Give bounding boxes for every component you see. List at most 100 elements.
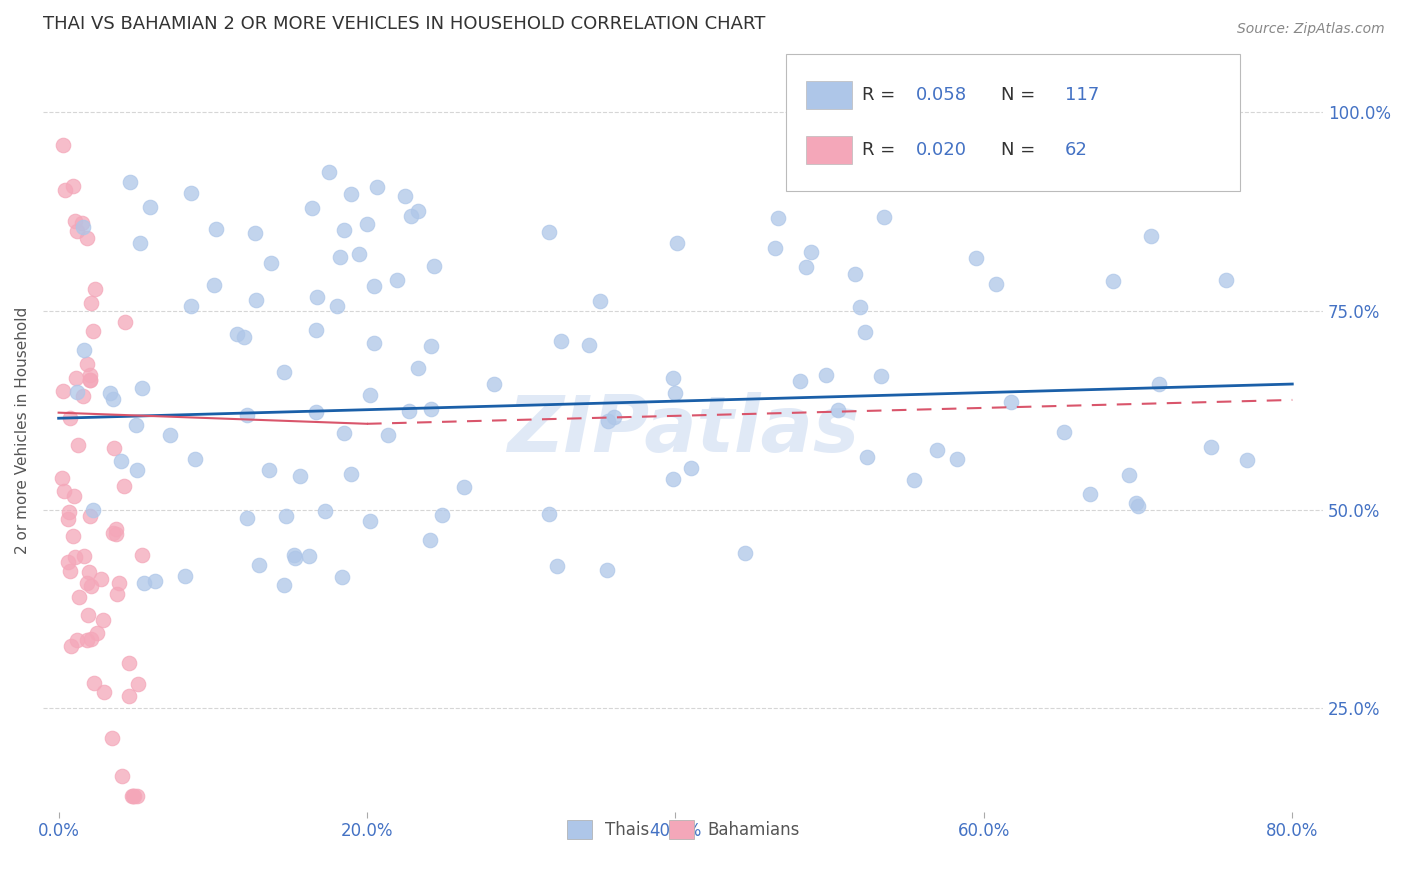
- Point: [363, 278, 385, 293]
- Point: [79, 373, 101, 387]
- Point: [284, 551, 307, 566]
- Point: [273, 365, 295, 379]
- Point: [359, 514, 381, 528]
- Point: [596, 563, 619, 577]
- Point: [870, 368, 893, 383]
- Point: [827, 402, 849, 417]
- Point: [77, 608, 100, 623]
- Point: [1053, 425, 1076, 439]
- Point: [118, 690, 141, 704]
- Y-axis label: 2 or more Vehicles in Household: 2 or more Vehicles in Household: [15, 307, 30, 554]
- Text: Source: ZipAtlas.com: Source: ZipAtlas.com: [1237, 22, 1385, 37]
- Point: [79, 368, 101, 382]
- Point: [419, 533, 441, 547]
- Point: [734, 545, 756, 559]
- Point: [103, 442, 125, 456]
- Point: [276, 509, 298, 524]
- Point: [82, 324, 104, 338]
- Point: [318, 165, 340, 179]
- Point: [225, 327, 247, 342]
- Point: [662, 371, 685, 385]
- Point: [1199, 441, 1222, 455]
- Point: [537, 225, 560, 239]
- Point: [180, 186, 202, 201]
- Point: [330, 570, 353, 584]
- Text: 62: 62: [1064, 141, 1087, 159]
- Point: [143, 574, 166, 588]
- Point: [377, 427, 399, 442]
- FancyBboxPatch shape: [806, 81, 852, 109]
- Point: [766, 211, 789, 225]
- Point: [537, 508, 560, 522]
- Point: [1102, 274, 1125, 288]
- Point: [260, 256, 283, 270]
- Point: [325, 299, 347, 313]
- Point: [65, 371, 87, 385]
- Point: [789, 374, 811, 388]
- Point: [794, 260, 817, 275]
- Point: [98, 385, 121, 400]
- Point: [245, 227, 267, 241]
- Legend: Thais, Bahamians: Thais, Bahamians: [560, 813, 807, 846]
- Point: [63, 213, 86, 227]
- Point: [815, 368, 838, 383]
- Point: [305, 323, 328, 337]
- Point: [121, 789, 143, 803]
- Point: [283, 548, 305, 562]
- Point: [63, 490, 86, 504]
- Point: [58, 505, 80, 519]
- Point: [398, 404, 420, 418]
- Point: [679, 460, 702, 475]
- Point: [1140, 229, 1163, 244]
- Point: [59, 640, 82, 654]
- Point: [288, 469, 311, 483]
- Point: [93, 613, 115, 627]
- Text: ZIPatlas: ZIPatlas: [508, 392, 859, 468]
- Point: [546, 559, 568, 574]
- Point: [73, 549, 96, 563]
- Point: [76, 576, 98, 591]
- Point: [305, 290, 328, 304]
- Point: [1078, 487, 1101, 501]
- Point: [347, 247, 370, 261]
- Point: [125, 417, 148, 432]
- Point: [82, 503, 104, 517]
- Point: [58, 555, 80, 569]
- Point: [70, 216, 93, 230]
- Point: [385, 272, 408, 286]
- Point: [596, 414, 619, 428]
- Point: [856, 450, 879, 464]
- Point: [118, 175, 141, 189]
- Point: [105, 527, 128, 541]
- Point: [108, 575, 131, 590]
- Point: [903, 473, 925, 487]
- Text: THAI VS BAHAMIAN 2 OR MORE VEHICLES IN HOUSEHOLD CORRELATION CHART: THAI VS BAHAMIAN 2 OR MORE VEHICLES IN H…: [44, 15, 766, 33]
- Point: [359, 387, 381, 401]
- Point: [104, 522, 127, 536]
- Point: [872, 210, 894, 224]
- Point: [332, 223, 354, 237]
- Text: 0.020: 0.020: [917, 141, 967, 159]
- Point: [66, 384, 89, 399]
- Point: [236, 511, 259, 525]
- Point: [53, 483, 76, 498]
- Point: [844, 267, 866, 281]
- Point: [298, 549, 321, 563]
- Point: [127, 676, 149, 690]
- Point: [86, 626, 108, 640]
- Point: [202, 278, 225, 293]
- Point: [588, 293, 610, 308]
- Point: [79, 565, 101, 579]
- Point: [329, 250, 352, 264]
- Point: [1236, 453, 1258, 467]
- Text: R =: R =: [862, 141, 901, 159]
- Point: [159, 427, 181, 442]
- Point: [482, 376, 505, 391]
- Point: [59, 564, 82, 578]
- Point: [986, 277, 1008, 292]
- Point: [946, 451, 969, 466]
- Point: [1118, 468, 1140, 483]
- Point: [1125, 496, 1147, 510]
- Point: [127, 789, 149, 803]
- Point: [103, 526, 125, 541]
